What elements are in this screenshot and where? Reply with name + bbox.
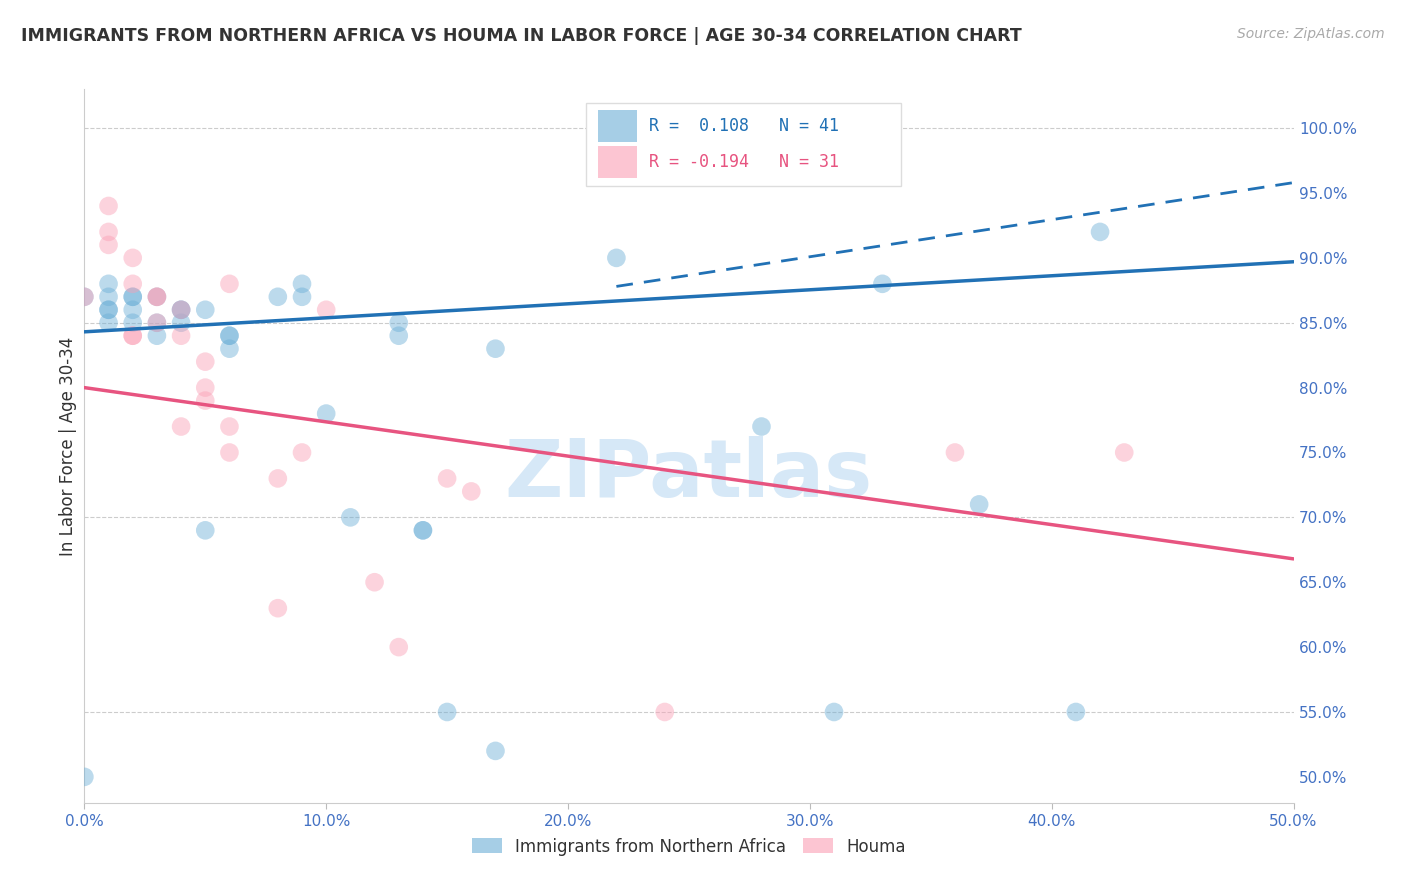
Point — [218, 328, 240, 343]
Bar — [599, 111, 637, 143]
Point — [146, 290, 169, 304]
Text: R = -0.194   N = 31: R = -0.194 N = 31 — [650, 153, 839, 171]
Point — [460, 484, 482, 499]
Point — [388, 328, 411, 343]
Point — [146, 290, 169, 304]
Point — [412, 524, 434, 538]
Point — [121, 302, 143, 317]
Point — [97, 277, 120, 291]
Point — [170, 302, 193, 317]
Y-axis label: In Labor Force | Age 30-34: In Labor Force | Age 30-34 — [59, 336, 77, 556]
Point — [339, 510, 361, 524]
Point — [97, 302, 120, 317]
Point — [170, 419, 193, 434]
Point — [97, 199, 120, 213]
Point — [388, 316, 411, 330]
Point — [146, 316, 169, 330]
Point — [121, 251, 143, 265]
Point — [194, 524, 217, 538]
Point — [315, 302, 337, 317]
Point — [194, 393, 217, 408]
Text: R =  0.108   N = 41: R = 0.108 N = 41 — [650, 118, 839, 136]
Point — [97, 238, 120, 252]
Point — [943, 445, 966, 459]
Point — [484, 744, 506, 758]
Point — [1114, 445, 1136, 459]
Point — [121, 290, 143, 304]
Point — [97, 290, 120, 304]
Text: ZIPatlas: ZIPatlas — [505, 435, 873, 514]
Point — [872, 277, 894, 291]
Point — [73, 290, 96, 304]
Point — [146, 316, 169, 330]
Point — [73, 770, 96, 784]
Point — [121, 277, 143, 291]
Point — [218, 342, 240, 356]
Point — [267, 290, 290, 304]
Point — [605, 251, 627, 265]
Point — [291, 290, 314, 304]
Point — [194, 381, 217, 395]
Point — [484, 342, 506, 356]
Point — [363, 575, 385, 590]
Point — [388, 640, 411, 654]
Point — [170, 302, 193, 317]
Point — [170, 328, 193, 343]
Point — [73, 290, 96, 304]
Point — [267, 471, 290, 485]
Point — [218, 445, 240, 459]
Point — [751, 419, 773, 434]
Text: Source: ZipAtlas.com: Source: ZipAtlas.com — [1237, 27, 1385, 41]
Point — [218, 419, 240, 434]
Point — [194, 354, 217, 368]
Point — [146, 290, 169, 304]
Point — [412, 524, 434, 538]
Point — [97, 225, 120, 239]
Point — [218, 277, 240, 291]
Bar — [599, 146, 637, 178]
Point — [315, 407, 337, 421]
Point — [291, 445, 314, 459]
Point — [823, 705, 845, 719]
Legend: Immigrants from Northern Africa, Houma: Immigrants from Northern Africa, Houma — [465, 831, 912, 863]
Point — [436, 705, 458, 719]
Point — [436, 471, 458, 485]
Point — [654, 705, 676, 719]
Point — [1088, 225, 1111, 239]
Point — [267, 601, 290, 615]
Point — [291, 277, 314, 291]
Point — [121, 328, 143, 343]
Point — [194, 302, 217, 317]
Point — [170, 316, 193, 330]
Text: IMMIGRANTS FROM NORTHERN AFRICA VS HOUMA IN LABOR FORCE | AGE 30-34 CORRELATION : IMMIGRANTS FROM NORTHERN AFRICA VS HOUMA… — [21, 27, 1022, 45]
Point — [97, 316, 120, 330]
Point — [967, 497, 990, 511]
Point — [121, 290, 143, 304]
Point — [218, 328, 240, 343]
Point — [97, 302, 120, 317]
Point — [1064, 705, 1087, 719]
Point — [121, 316, 143, 330]
Point — [146, 328, 169, 343]
FancyBboxPatch shape — [586, 103, 901, 186]
Point — [121, 328, 143, 343]
Point — [170, 302, 193, 317]
